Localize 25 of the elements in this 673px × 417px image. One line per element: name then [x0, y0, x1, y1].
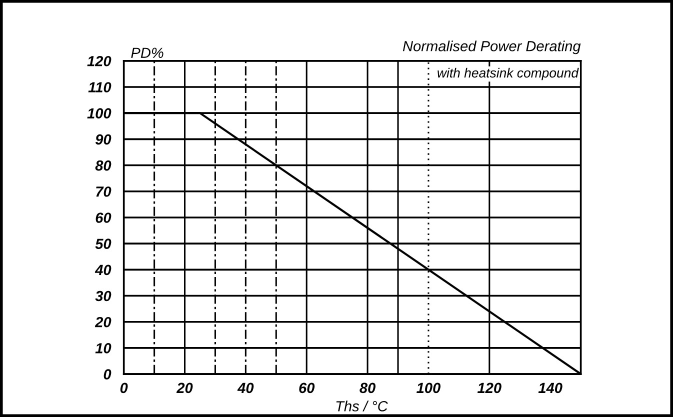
- y-tick-label: 40: [94, 264, 112, 276]
- y-tick-label: 30: [95, 290, 112, 302]
- x-tick-label: 140: [538, 382, 562, 394]
- y-tick-label: 20: [94, 316, 112, 328]
- y-axis-title: PD%: [131, 48, 164, 58]
- y-tick-label: 100: [87, 108, 112, 119]
- y-tick-label: 50: [95, 238, 112, 249]
- y-tick-label: 80: [95, 160, 112, 171]
- y-tick-label: 10: [95, 343, 112, 354]
- x-tick-label: 0: [120, 382, 128, 394]
- x-tick-label: 120: [477, 382, 502, 394]
- y-tick-label: 110: [88, 82, 112, 92]
- x-tick-label: 100: [416, 382, 440, 394]
- y-tick-label: 70: [96, 186, 112, 197]
- x-tick-label: 40: [237, 382, 254, 394]
- x-tick-label: 80: [360, 382, 376, 394]
- chart-title: Normalised Power Derating: [402, 40, 581, 54]
- y-tick-label: 90: [95, 134, 112, 145]
- y-tick-label: 60: [96, 212, 112, 223]
- y-tick-label: 0: [104, 369, 112, 380]
- y-tick-label: 120: [87, 56, 112, 66]
- x-tick-label: 60: [299, 382, 315, 394]
- x-tick-label: 20: [176, 382, 193, 394]
- chart-subtitle: with heatsink compound: [438, 68, 579, 80]
- x-axis-title: Ths / °C: [336, 400, 388, 412]
